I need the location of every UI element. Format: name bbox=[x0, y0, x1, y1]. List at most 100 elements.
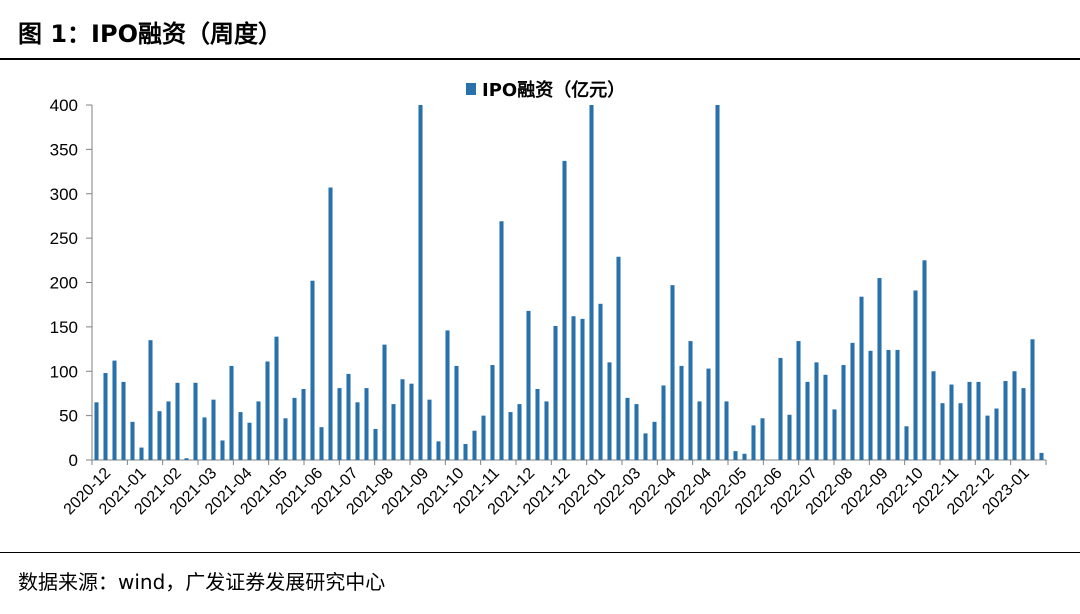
bar bbox=[157, 411, 162, 460]
bar bbox=[175, 382, 180, 460]
bar bbox=[337, 388, 342, 460]
bar bbox=[607, 362, 612, 460]
bar bbox=[778, 357, 783, 460]
bar bbox=[679, 365, 684, 460]
bar bbox=[499, 221, 504, 460]
bar bbox=[1003, 381, 1008, 460]
bar bbox=[724, 401, 729, 460]
bar bbox=[922, 260, 927, 460]
bar bbox=[373, 428, 378, 460]
bar bbox=[886, 349, 891, 460]
bar bbox=[481, 415, 486, 460]
bar bbox=[247, 422, 252, 460]
legend-label: IPO融资（亿元） bbox=[482, 80, 626, 101]
chart-legend: IPO融资（亿元） bbox=[466, 76, 625, 102]
y-tick-label: 50 bbox=[59, 407, 78, 426]
bar bbox=[508, 412, 513, 460]
bar bbox=[688, 341, 693, 460]
bar bbox=[265, 361, 270, 460]
bar bbox=[256, 401, 261, 460]
bar bbox=[454, 365, 459, 460]
y-tick-label: 100 bbox=[50, 362, 78, 381]
bar bbox=[202, 417, 207, 460]
ipo-bar-chart: 0501001502002503003504002020-122021-0120… bbox=[50, 96, 1047, 518]
bar bbox=[733, 451, 738, 460]
y-tick-label: 0 bbox=[69, 451, 78, 470]
bar bbox=[364, 388, 369, 460]
bar bbox=[274, 336, 279, 460]
bar bbox=[103, 373, 108, 460]
bar bbox=[796, 341, 801, 460]
bar bbox=[976, 381, 981, 460]
bar bbox=[148, 340, 153, 460]
bar bbox=[940, 403, 945, 460]
y-tick-label: 200 bbox=[50, 274, 78, 293]
top-rule bbox=[0, 58, 1080, 60]
bar bbox=[715, 105, 720, 460]
bar bbox=[913, 290, 918, 460]
bar bbox=[580, 318, 585, 460]
bar bbox=[193, 382, 198, 460]
figure-title: 图 1：IPO融资（周度） bbox=[18, 20, 282, 48]
bottom-rule bbox=[0, 552, 1080, 553]
bar bbox=[319, 427, 324, 460]
bar bbox=[823, 374, 828, 460]
bar bbox=[139, 447, 144, 460]
bar bbox=[661, 385, 666, 460]
bar bbox=[1012, 371, 1017, 460]
bar bbox=[751, 425, 756, 460]
bar bbox=[121, 381, 126, 460]
bar bbox=[418, 105, 423, 460]
bar bbox=[130, 421, 135, 460]
bar bbox=[112, 360, 117, 460]
bar bbox=[742, 453, 747, 460]
bar bbox=[652, 421, 657, 460]
bar bbox=[1039, 452, 1044, 460]
source-note: 数据来源：wind，广发证券发展研究中心 bbox=[18, 570, 386, 594]
bar bbox=[625, 397, 630, 460]
bar bbox=[391, 404, 396, 460]
bar bbox=[346, 373, 351, 460]
bar bbox=[643, 433, 648, 460]
bar bbox=[877, 278, 882, 460]
bar bbox=[1030, 339, 1035, 460]
bar bbox=[787, 414, 792, 460]
bar bbox=[472, 430, 477, 460]
bar bbox=[184, 458, 189, 460]
y-tick-label: 250 bbox=[50, 229, 78, 248]
y-tick-label: 300 bbox=[50, 185, 78, 204]
y-tick-label: 150 bbox=[50, 318, 78, 337]
bar bbox=[355, 402, 360, 460]
bar bbox=[841, 365, 846, 460]
bar bbox=[895, 349, 900, 460]
bar bbox=[517, 404, 522, 460]
bar bbox=[526, 310, 531, 460]
bar bbox=[382, 344, 387, 460]
bar bbox=[400, 379, 405, 460]
bar bbox=[229, 365, 234, 460]
bar bbox=[949, 384, 954, 460]
legend-swatch bbox=[466, 83, 476, 95]
bar bbox=[490, 365, 495, 460]
bar bbox=[283, 418, 288, 460]
bar bbox=[994, 408, 999, 460]
y-tick-label: 350 bbox=[50, 140, 78, 159]
bar bbox=[814, 362, 819, 460]
bar bbox=[94, 402, 99, 460]
bar bbox=[238, 412, 243, 460]
bar bbox=[436, 441, 441, 460]
bar bbox=[931, 371, 936, 460]
bar bbox=[616, 256, 621, 460]
bar bbox=[868, 350, 873, 460]
bar bbox=[706, 368, 711, 460]
y-tick-label: 400 bbox=[50, 96, 78, 115]
bar bbox=[166, 401, 171, 460]
bar bbox=[562, 160, 567, 460]
bar bbox=[904, 426, 909, 460]
bar bbox=[409, 383, 414, 460]
bar bbox=[634, 404, 639, 460]
bar bbox=[967, 381, 972, 460]
bar bbox=[832, 409, 837, 460]
bar bbox=[301, 389, 306, 460]
bar bbox=[292, 397, 297, 460]
